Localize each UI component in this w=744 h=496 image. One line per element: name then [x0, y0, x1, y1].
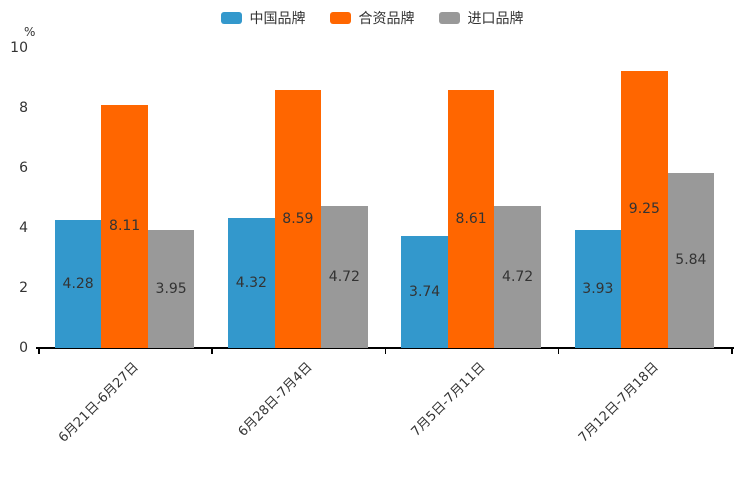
bar-合资品牌[interactable]: 8.11 — [101, 104, 148, 348]
bar-value-label: 3.95 — [155, 280, 187, 297]
x-axis-label: 6月21日-6月27日 — [56, 359, 143, 446]
bar-进口品牌[interactable]: 5.84 — [667, 172, 715, 348]
y-axis-tick-label: 8 — [19, 100, 28, 116]
bar-合资品牌[interactable]: 9.25 — [621, 70, 668, 348]
x-axis-tick — [211, 348, 213, 354]
x-axis-tick — [731, 348, 733, 354]
bar-中国品牌[interactable]: 3.74 — [401, 235, 448, 348]
y-axis-unit-label: % — [24, 25, 36, 39]
legend-item-进口品牌[interactable]: 进口品牌 — [438, 8, 524, 28]
bar-value-label: 4.72 — [502, 269, 534, 286]
legend-item-中国品牌[interactable]: 中国品牌 — [220, 8, 306, 28]
legend-item-label: 合资品牌 — [358, 11, 415, 27]
legend-swatch-icon — [329, 12, 351, 24]
bar-value-label: 4.72 — [328, 269, 360, 286]
bar-中国品牌[interactable]: 4.28 — [54, 219, 102, 348]
bar-value-label: 8.61 — [455, 210, 487, 227]
bar-value-label: 4.28 — [62, 275, 94, 292]
bar-中国品牌[interactable]: 3.93 — [574, 230, 622, 348]
y-axis-tick-label: 4 — [19, 220, 28, 236]
y-axis-tick-label: 6 — [19, 160, 28, 176]
bar-合资品牌[interactable]: 8.59 — [274, 90, 322, 348]
bar-进口品牌[interactable]: 4.72 — [321, 206, 368, 348]
bar-value-label: 3.74 — [409, 283, 441, 300]
legend: 中国品牌 合资品牌 进口品牌 — [0, 8, 744, 28]
legend-item-label: 中国品牌 — [249, 11, 306, 27]
bar-中国品牌[interactable]: 4.32 — [228, 218, 275, 348]
bar-value-label: 3.93 — [582, 281, 614, 298]
legend-item-合资品牌[interactable]: 合资品牌 — [329, 8, 415, 28]
legend-swatch-icon — [220, 12, 242, 24]
bar-进口品牌[interactable]: 3.95 — [147, 229, 195, 348]
bar-value-label: 8.59 — [282, 211, 314, 228]
bar-value-label: 5.84 — [675, 252, 707, 269]
bar-合资品牌[interactable]: 8.61 — [447, 89, 495, 348]
x-axis-tick — [557, 348, 560, 354]
bar-value-label: 8.11 — [109, 218, 141, 235]
x-axis-tick — [384, 348, 386, 354]
x-axis-label: 7月5日-7月11日 — [408, 359, 489, 440]
bar-value-label: 9.25 — [628, 201, 660, 218]
x-axis-tick — [38, 348, 40, 354]
legend-swatch-icon — [438, 12, 460, 24]
y-axis-tick-label: 2 — [19, 280, 28, 296]
y-axis-tick-label: 10 — [10, 40, 28, 56]
x-axis-label: 6月28日-7月4日 — [235, 359, 316, 440]
y-axis-tick-label: 0 — [19, 340, 28, 356]
bar-进口品牌[interactable]: 4.72 — [494, 206, 541, 348]
legend-item-label: 进口品牌 — [467, 11, 524, 27]
x-axis-label: 7月12日-7月18日 — [576, 359, 662, 446]
bar-value-label: 4.32 — [235, 275, 267, 292]
